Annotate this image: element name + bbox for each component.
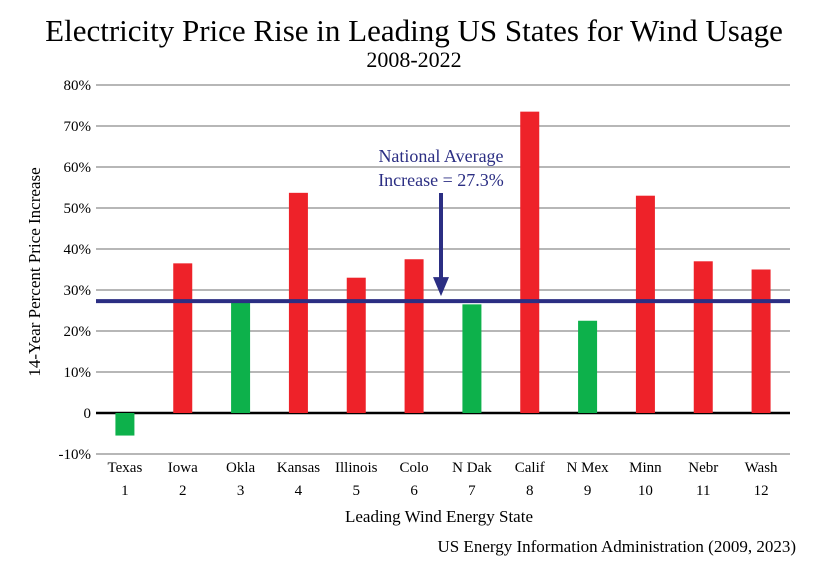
average-label-line2: Increase = 27.3% xyxy=(378,170,504,190)
chart-title: Electricity Price Rise in Leading US Sta… xyxy=(45,13,783,48)
bar-okla xyxy=(231,302,251,413)
x-tick-label: Colo xyxy=(399,460,428,476)
national-average-annotation: National Average Increase = 27.3% xyxy=(96,146,790,304)
x-rank-label: 9 xyxy=(584,483,592,499)
x-tick-label: Illinois xyxy=(335,460,378,476)
bar-illinois xyxy=(346,277,366,413)
bar-texas xyxy=(115,413,135,436)
gridlines xyxy=(96,84,790,455)
bar-n-dak xyxy=(462,304,482,413)
average-label-line1: National Average xyxy=(378,146,503,166)
y-tick-label: 80% xyxy=(64,78,92,94)
y-tick-label: 30% xyxy=(64,283,92,299)
y-tick-label: 70% xyxy=(64,119,92,135)
y-tick-label: -10% xyxy=(59,447,92,463)
x-tick-label: Calif xyxy=(515,460,545,476)
chart-subtitle: 2008-2022 xyxy=(366,47,462,72)
x-tick-label: N Dak xyxy=(452,460,492,476)
bar-minn xyxy=(635,195,655,413)
bar-colo xyxy=(404,259,424,413)
y-axis-title: 14-Year Percent Price Increase xyxy=(25,167,44,376)
source-note: US Energy Information Administration (20… xyxy=(437,537,796,556)
x-tick-label: Wash xyxy=(745,460,778,476)
x-rank-label: 3 xyxy=(237,483,245,499)
y-tick-label: 60% xyxy=(64,160,92,176)
x-rank-label: 1 xyxy=(121,483,129,499)
average-arrow-head xyxy=(433,277,449,297)
y-tick-label: 40% xyxy=(64,242,92,258)
x-axis-title: Leading Wind Energy State xyxy=(345,507,533,526)
x-tick-label: Nebr xyxy=(688,460,718,476)
x-tick-label: Minn xyxy=(629,460,662,476)
x-rank-label: 2 xyxy=(179,483,187,499)
x-rank-label: 10 xyxy=(638,483,653,499)
x-tick-label: Kansas xyxy=(277,460,320,476)
bar-calif xyxy=(520,111,540,414)
x-axis-tick-labels: Texas 1 Iowa 2 Okla 3 Kansas 4 Illinois 5 Colo 6 N D… xyxy=(108,460,779,499)
y-axis-tick-labels: 80% 70% 60% 50% 40% 30% 20% 10% 0 -10% xyxy=(59,78,92,463)
x-rank-label: 4 xyxy=(295,483,303,499)
x-tick-label: Iowa xyxy=(168,460,198,476)
y-tick-label: 0 xyxy=(84,406,92,422)
bar-iowa xyxy=(173,263,193,413)
y-tick-label: 10% xyxy=(64,365,92,381)
x-rank-label: 11 xyxy=(696,483,710,499)
bar-nebr xyxy=(693,261,713,413)
y-tick-label: 50% xyxy=(64,201,92,217)
bar-wash xyxy=(751,269,771,413)
x-rank-label: 7 xyxy=(468,483,476,499)
x-tick-label: Okla xyxy=(226,460,256,476)
x-tick-label: N Mex xyxy=(567,460,610,476)
x-rank-label: 12 xyxy=(754,483,769,499)
x-rank-label: 6 xyxy=(410,483,418,499)
y-tick-label: 20% xyxy=(64,324,92,340)
x-tick-label: Texas xyxy=(108,460,143,476)
x-rank-label: 8 xyxy=(526,483,534,499)
x-rank-label: 5 xyxy=(353,483,361,499)
bar-n-mex xyxy=(578,320,598,413)
